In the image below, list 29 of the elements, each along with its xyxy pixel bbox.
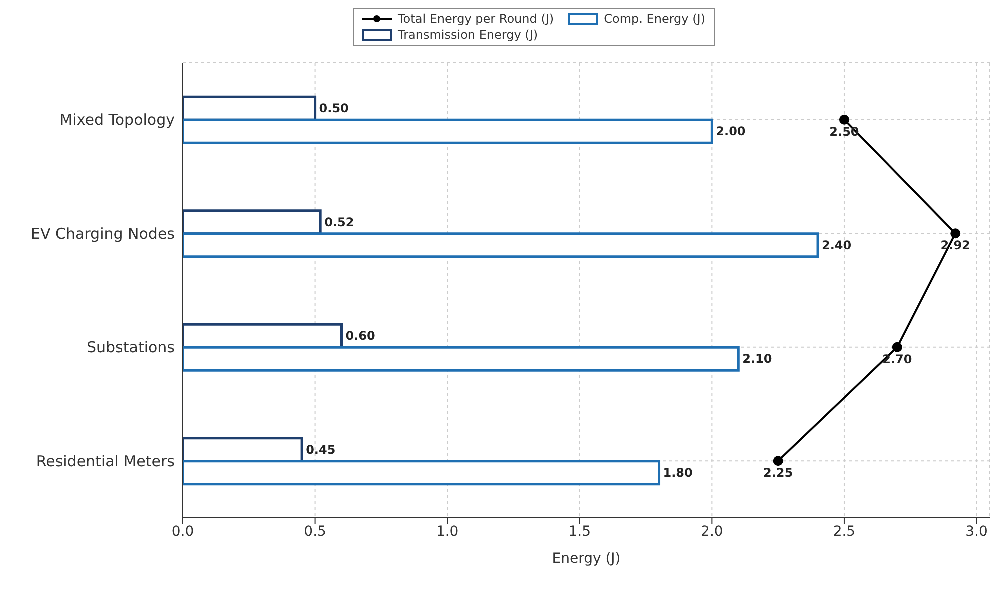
data-label: 0.50 — [319, 102, 349, 116]
data-label: 0.45 — [306, 442, 336, 457]
data-label: 1.80 — [663, 466, 693, 480]
legend-label: Transmission Energy (J) — [398, 28, 538, 42]
x-tick-label: 2.5 — [833, 524, 856, 540]
point — [950, 228, 961, 239]
x-tick-label: 0.5 — [304, 524, 326, 540]
legend-label: Total Energy per Round (J) — [398, 12, 554, 26]
point — [839, 114, 850, 125]
data-label: 2.70 — [882, 352, 912, 366]
x-tick-label: 3.0 — [966, 524, 988, 540]
legend-label: Comp. Energy (J) — [604, 12, 706, 26]
data-label: 2.25 — [764, 466, 794, 480]
data-label: 2.00 — [716, 124, 746, 139]
data-label: 0.60 — [346, 329, 376, 344]
point — [892, 342, 902, 352]
data-label: 0.52 — [324, 215, 354, 230]
point — [773, 456, 784, 466]
data-label: 2.10 — [742, 352, 772, 366]
y-tick-label: EV Charging Nodes — [30, 224, 176, 243]
x-tick-label: 0.0 — [172, 524, 194, 540]
data-label: 2.40 — [822, 238, 852, 252]
y-tick-label: Residential Meters — [36, 452, 176, 470]
x-tick-label: 2.0 — [701, 524, 724, 540]
y-tick-label: Mixed Topology — [60, 111, 176, 130]
y-tick-label: Substations — [87, 338, 176, 357]
x-tick-label: 1.5 — [568, 524, 592, 540]
x-tick-label: 1.0 — [436, 524, 459, 540]
x-axis-title: Energy (J) — [552, 551, 621, 567]
